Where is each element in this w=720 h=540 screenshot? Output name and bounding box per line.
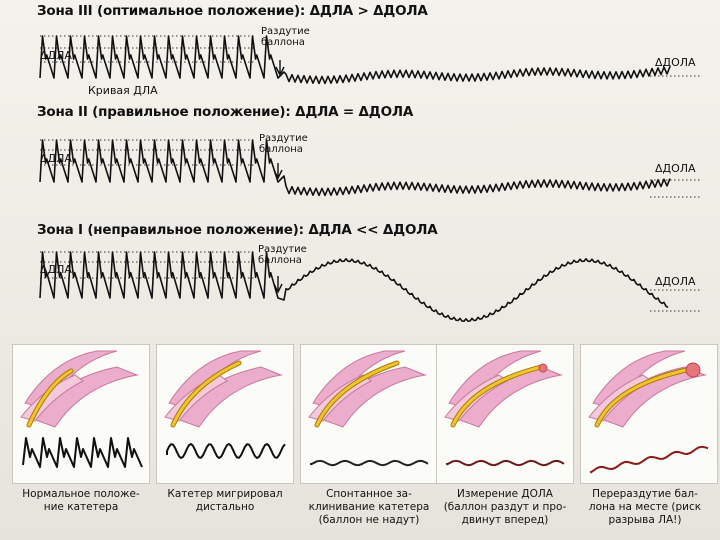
caption-line: Катетер мигрировал [167, 488, 283, 500]
zone-2-title: Зона II (правильное положение): ΔДЛА = Δ… [37, 104, 414, 120]
caption-line: Нормальное положе- [22, 488, 140, 500]
caption-line: (баллон раздут и про- [443, 501, 567, 513]
caption-normal-position: Нормальное положе- ние катетера [6, 488, 156, 514]
caption-line: двинут вперед) [461, 514, 549, 526]
pressure-waveform [22, 437, 143, 468]
caption-line: разрыва ЛА!) [608, 514, 682, 526]
caption-line: лона на месте (риск [588, 501, 702, 513]
zone-2-dla-label: ΔДЛА [40, 152, 72, 165]
inflation-arrow-zone-3 [275, 60, 285, 77]
catheter [27, 369, 73, 427]
zone-3-dla-label: ΔДЛА [40, 49, 72, 62]
balloon [538, 363, 548, 373]
zone-2-dola-label: ΔДОЛА [655, 162, 696, 175]
caption-overinflation: Перераздутие бал- лона на месте (риск ра… [570, 488, 720, 527]
zone-1-pressure-trace [39, 251, 669, 322]
zone-1-dla-label: ΔДЛА [40, 263, 72, 276]
catheter [171, 361, 241, 427]
zone-2-pressure-trace [39, 139, 671, 197]
caption-spontaneous-wedge: Спонтанное за- клинивание катетера (балл… [294, 488, 444, 527]
zone-3-inflation-label: Раздутие баллона [261, 26, 310, 48]
inflation-arrow-zone-2 [273, 163, 283, 180]
balloon [685, 362, 701, 378]
pressure-waveform [590, 445, 709, 474]
inflation-arrows [273, 60, 285, 294]
panel-distal-migration [156, 344, 294, 484]
zone-3-dola-label: ΔДОЛА [655, 56, 696, 69]
pressure-waveform [446, 459, 565, 467]
catheter [315, 361, 399, 427]
pressure-traces [39, 35, 700, 322]
inflation-label-line1: Раздутие [258, 244, 307, 255]
caption-line: (баллон не надут) [318, 514, 420, 526]
vessel-illustration [20, 350, 143, 468]
panel-overinflation [580, 344, 718, 484]
vessel-illustration [444, 350, 565, 467]
caption-distal-migration: Катетер мигрировал дистально [150, 488, 300, 514]
inflation-label-line2: баллона [258, 255, 302, 266]
inflation-label-line1: Раздутие [259, 133, 308, 144]
inflation-arrow-zone-1 [273, 276, 283, 294]
zone-2-inflation-label: Раздутие баллона [259, 133, 308, 155]
pressure-waveform [310, 459, 429, 467]
panel-spontaneous-wedge [300, 344, 438, 484]
caption-line: дистально [195, 501, 255, 513]
caption-line: клинивание катетера [308, 501, 430, 513]
zone-1-dola-label: ΔДОЛА [655, 275, 696, 288]
catheter [595, 367, 693, 427]
caption-line: ние катетера [43, 501, 119, 513]
panel-pcwp-measurement [436, 344, 574, 484]
catheter [451, 365, 543, 427]
inflation-label-line2: баллона [259, 144, 303, 155]
caption-line: Спонтанное за- [326, 488, 412, 500]
inflation-label-line1: Раздутие [261, 26, 310, 37]
caption-line: Перераздутие бал- [592, 488, 698, 500]
zone-1-inflation-label: Раздутие баллона [258, 244, 307, 266]
zone-3-pressure-trace [39, 35, 671, 85]
vessel-illustration [164, 350, 286, 459]
pa-curve-label: Кривая ДЛА [88, 84, 158, 97]
caption-pcwp-measurement: Измерение ДОЛА (баллон раздут и про- дви… [430, 488, 580, 527]
inflation-label-line2: баллона [261, 37, 305, 48]
caption-line: Измерение ДОЛА [457, 488, 553, 500]
vessel-illustration [308, 350, 429, 467]
zone-3-title: Зона III (оптимальное положение): ΔДЛА >… [37, 3, 428, 19]
zone-1-title: Зона I (неправильное положение): ΔДЛА <<… [37, 222, 438, 238]
vessel-illustration [588, 350, 709, 474]
pressure-waveform [166, 443, 286, 459]
panel-normal-position [12, 344, 150, 484]
